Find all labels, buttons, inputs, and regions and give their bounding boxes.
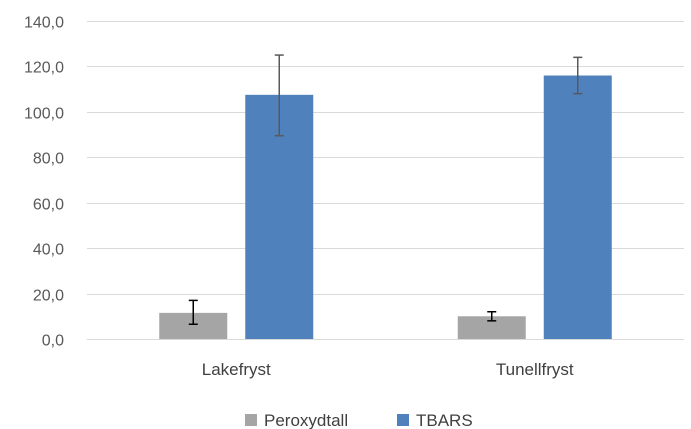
y-tick-label: 40,0 — [33, 242, 64, 259]
y-tick-label: 80,0 — [33, 151, 64, 168]
bar-peroxydtall-tunellfryst — [457, 316, 526, 339]
x-axis-category-labels: Lakefryst Tunellfryst — [202, 360, 574, 379]
y-tick-label: 60,0 — [33, 197, 64, 214]
legend-swatch-tbars — [397, 414, 409, 426]
legend-label-peroxydtall: Peroxydtall — [264, 411, 348, 429]
y-tick-label: 20,0 — [33, 288, 64, 305]
x-category-label: Lakefryst — [202, 360, 271, 379]
y-tick-label: 100,0 — [24, 106, 64, 123]
y-tick-label: 120,0 — [24, 60, 64, 77]
error-bars — [188, 54, 583, 325]
y-axis-tick-labels: 0,0 20,0 40,0 60,0 80,0 100,0 120,0 140,0 — [24, 15, 64, 350]
bar-tbars-tunellfryst — [543, 75, 612, 339]
y-tick-label: 140,0 — [24, 15, 64, 32]
y-tick-label: 0,0 — [42, 333, 64, 350]
legend-swatch-peroxydtall — [245, 414, 257, 426]
x-category-label: Tunellfryst — [496, 360, 574, 379]
gridlines — [87, 21, 684, 340]
legend: Peroxydtall TBARS — [245, 411, 473, 429]
bars — [159, 75, 612, 339]
legend-label-tbars: TBARS — [416, 411, 473, 429]
